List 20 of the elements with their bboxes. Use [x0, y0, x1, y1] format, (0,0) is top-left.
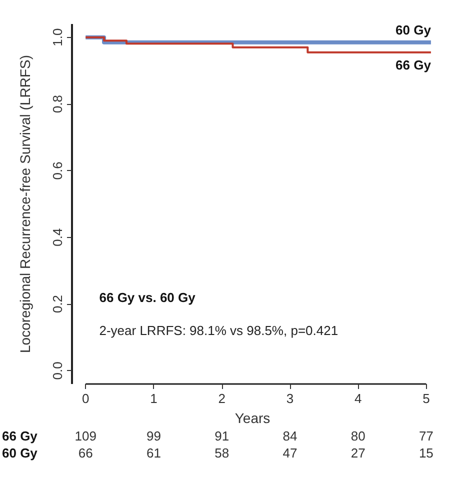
y-tick-label: 0.6 [50, 162, 65, 180]
x-tick-label: 0 [82, 391, 90, 406]
y-tick-label: 0.8 [50, 94, 65, 114]
annotation: 66 Gy vs. 60 Gy [99, 290, 196, 305]
annotation: 2-year LRRFS: 98.1% vs 98.5%, p=0.421 [99, 323, 338, 338]
y-tick-label: 0.2 [50, 294, 65, 314]
series-label: 66 Gy [396, 57, 432, 72]
x-tick-label: 4 [354, 391, 362, 406]
series-label: 60 Gy [396, 22, 432, 38]
text: 60 Gy 66 61 58 47 27 15 [2, 446, 434, 460]
y-tick-label: 0.4 [50, 228, 65, 246]
x-tick-label: 5 [422, 391, 430, 406]
x-axis-title: Years [234, 410, 270, 426]
x-tick-label: 1 [150, 391, 158, 406]
y-tick-label: 0.0 [50, 362, 65, 380]
x-tick-label: 3 [286, 391, 294, 406]
x-tick-label: 2 [218, 391, 226, 406]
text: 66 Gy 109 99 91 84 80 77 [2, 428, 434, 444]
y-axis-title: Locoregional Recurrence-free Survival (LRRFS) [17, 54, 33, 354]
y-tick-label: 1.0 [50, 28, 65, 46]
